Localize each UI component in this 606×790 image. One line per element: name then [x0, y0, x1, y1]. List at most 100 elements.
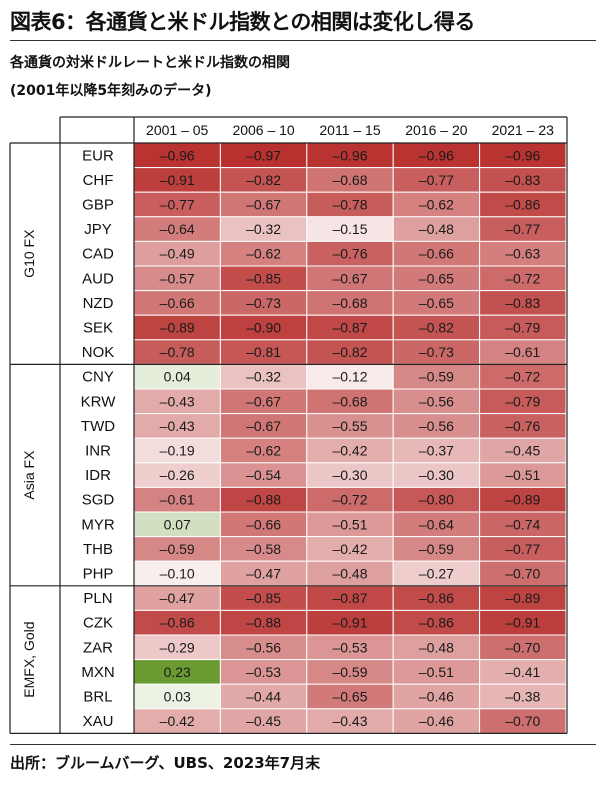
- cell-value: –0.87: [332, 320, 367, 336]
- heatmap-cell: [133, 659, 221, 685]
- column-header: 2001 – 05: [146, 122, 208, 138]
- cell-value: –0.30: [419, 467, 454, 483]
- heatmap-cell: [219, 609, 308, 636]
- cell-value: –0.77: [160, 197, 195, 213]
- heatmap-cell: [219, 167, 308, 193]
- heatmap-cell: [219, 413, 308, 439]
- row-label: TWD: [81, 418, 115, 435]
- heatmap-cell: [133, 413, 221, 439]
- cell-value: –0.19: [160, 443, 195, 459]
- heatmap-cell: [133, 388, 221, 415]
- cell-value: –0.72: [332, 492, 367, 508]
- cell-value: 0.04: [164, 369, 191, 385]
- heatmap-cell: [306, 683, 394, 710]
- cell-value: –0.59: [419, 541, 454, 557]
- cell-value: –0.12: [332, 369, 367, 385]
- cell-value: –0.89: [505, 492, 540, 508]
- cell-value: –0.43: [332, 713, 367, 729]
- cell-value: –0.43: [160, 393, 195, 409]
- cell-value: –0.83: [505, 172, 540, 188]
- column-header: 2016 – 20: [405, 122, 467, 138]
- heatmap-cell: [133, 536, 221, 562]
- heatmap-cell: [219, 216, 308, 242]
- heatmap-cell: [133, 240, 221, 267]
- cell-value: –0.79: [505, 393, 540, 409]
- heatmap-cell: [392, 437, 481, 464]
- cell-value: –0.73: [246, 295, 281, 311]
- row-label: ZAR: [83, 639, 113, 656]
- heatmap-cell: [392, 536, 481, 562]
- cell-value: –0.62: [246, 246, 281, 262]
- cell-value: –0.91: [505, 615, 540, 631]
- cell-value: –0.65: [419, 295, 454, 311]
- cell-value: –0.42: [332, 443, 367, 459]
- row-label: MYR: [81, 516, 115, 533]
- row-label: SEK: [83, 320, 113, 337]
- cell-value: –0.67: [246, 393, 281, 409]
- column-header: 2011 – 15: [319, 122, 380, 138]
- cell-value: –0.46: [419, 713, 454, 729]
- row-label: NZD: [83, 295, 114, 312]
- cell-value: –0.65: [419, 270, 454, 286]
- cell-value: –0.68: [332, 172, 367, 188]
- cell-value: –0.54: [246, 467, 281, 483]
- cell-value: –0.38: [505, 689, 540, 705]
- heatmap-cell: [133, 167, 221, 193]
- cell-value: –0.78: [160, 344, 195, 360]
- heatmap-cell: [306, 585, 394, 611]
- row-label: PHP: [83, 566, 114, 583]
- source-note: 出所：ブルームバーグ、UBS、2023年7月末: [10, 754, 321, 772]
- cell-value: –0.68: [332, 393, 367, 409]
- row-label: NOK: [82, 344, 115, 361]
- cell-value: –0.68: [332, 295, 367, 311]
- cell-value: –0.56: [419, 393, 454, 409]
- heatmap-cell: [479, 462, 567, 488]
- heatmap-cell: [479, 609, 567, 636]
- cell-value: –0.47: [246, 566, 281, 582]
- heatmap-cell: [479, 142, 567, 169]
- cell-value: –0.62: [419, 197, 454, 213]
- heatmap-cell: [306, 191, 394, 218]
- chart-title: 図表6：各通貨と米ドル指数との相関は変化し得る: [10, 10, 475, 34]
- heatmap-cell: [306, 388, 394, 415]
- cell-value: –0.77: [419, 172, 454, 188]
- row-label: GBP: [82, 197, 114, 214]
- cell-value: –0.43: [160, 418, 195, 434]
- row-label: EUR: [82, 147, 114, 164]
- cell-value: –0.70: [505, 566, 540, 582]
- heatmap-cell: [306, 167, 394, 193]
- heatmap-cell: [479, 167, 567, 193]
- cell-value: –0.49: [160, 246, 195, 262]
- row-label: CNY: [82, 369, 114, 386]
- heatmap-cell: [479, 240, 567, 267]
- heatmap-cell: [219, 437, 308, 464]
- cell-value: –0.27: [419, 566, 454, 582]
- cell-value: –0.46: [419, 689, 454, 705]
- chart-subtitle: 各通貨の対米ドルレートと米ドル指数の相関: [10, 55, 290, 71]
- cell-value: –0.64: [160, 221, 195, 237]
- cell-value: –0.96: [419, 147, 454, 163]
- cell-value: –0.44: [246, 689, 281, 705]
- heatmap-cell: [219, 486, 308, 513]
- cell-value: –0.32: [246, 369, 281, 385]
- cell-value: –0.81: [246, 344, 281, 360]
- cell-value: –0.61: [505, 344, 540, 360]
- cell-value: –0.67: [332, 270, 367, 286]
- group-label: Asia FX: [21, 450, 37, 500]
- cell-value: –0.15: [332, 221, 367, 237]
- heatmap-cell: [392, 388, 481, 415]
- cell-value: –0.74: [505, 516, 540, 532]
- cell-value: –0.96: [332, 147, 367, 163]
- heatmap-cell: [306, 142, 394, 169]
- heatmap-cell: [133, 462, 221, 488]
- heatmap-cell: [219, 142, 308, 169]
- cell-value: –0.10: [160, 566, 195, 582]
- heatmap-cell: [219, 659, 308, 685]
- cell-value: –0.55: [332, 418, 367, 434]
- source-divider: [10, 744, 596, 745]
- cell-value: –0.65: [332, 689, 367, 705]
- heatmap-cell: [479, 708, 567, 734]
- cell-value: –0.88: [246, 492, 281, 508]
- group-label: G10 FX: [21, 229, 37, 278]
